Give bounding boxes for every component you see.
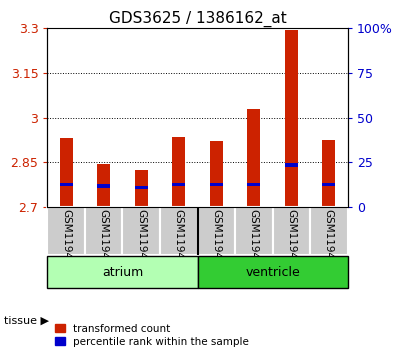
Bar [322,140,335,207]
Bar [285,30,298,207]
FancyBboxPatch shape [47,256,198,289]
Bar [135,186,148,189]
Bar [210,142,223,207]
FancyBboxPatch shape [85,207,122,255]
Bar [172,183,185,187]
Text: GSM119426: GSM119426 [211,209,221,273]
Legend: transformed count, percentile rank within the sample: transformed count, percentile rank withi… [53,321,251,349]
Bar [247,109,260,207]
FancyBboxPatch shape [235,207,273,255]
Bar [247,183,260,187]
Bar [172,137,185,207]
FancyBboxPatch shape [310,207,348,255]
Bar [322,183,335,187]
FancyBboxPatch shape [122,207,160,255]
Text: GSM119427: GSM119427 [249,209,259,273]
Bar [285,164,298,167]
FancyBboxPatch shape [198,207,235,255]
Text: GSM119423: GSM119423 [99,209,109,273]
Bar [210,183,223,187]
Text: atrium: atrium [102,266,143,279]
FancyBboxPatch shape [47,207,85,255]
Bar [135,170,148,207]
Bar [60,183,73,187]
Text: GSM119429: GSM119429 [324,209,334,273]
Text: GSM119422: GSM119422 [61,209,71,273]
Text: tissue ▶: tissue ▶ [4,315,49,325]
FancyBboxPatch shape [160,207,198,255]
Text: GSM119425: GSM119425 [174,209,184,273]
Bar [97,164,110,207]
Text: GSM119424: GSM119424 [136,209,146,273]
Bar [60,138,73,207]
Title: GDS3625 / 1386162_at: GDS3625 / 1386162_at [109,11,286,27]
Text: GSM119428: GSM119428 [286,209,296,273]
FancyBboxPatch shape [273,207,310,255]
FancyBboxPatch shape [198,256,348,289]
Text: ventricle: ventricle [245,266,300,279]
Bar [97,184,110,188]
